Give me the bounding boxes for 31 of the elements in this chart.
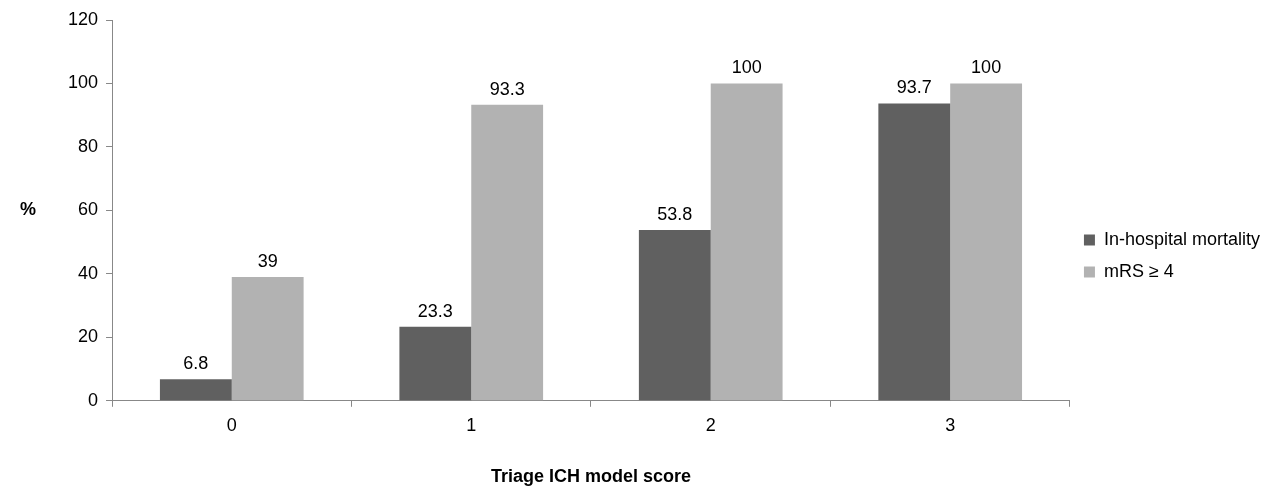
x-tick-label: 2 [705, 414, 716, 435]
y-tick-label: 60 [78, 199, 99, 220]
legend-label: In-hospital mortality [1103, 228, 1260, 249]
x-tick-label: 0 [226, 414, 237, 435]
data-label: 100 [971, 57, 1002, 78]
bar [878, 103, 951, 401]
y-tick-label: 40 [78, 262, 99, 283]
data-label: 100 [731, 57, 762, 78]
y-tick-label: 120 [67, 8, 99, 29]
data-label: 6.8 [183, 353, 209, 374]
y-tick-label: 20 [78, 326, 99, 347]
data-label: 23.3 [417, 300, 453, 321]
y-axis-title: % [19, 199, 37, 220]
y-tick-label: 0 [88, 389, 99, 410]
x-tick-label: 3 [945, 414, 956, 435]
y-tick-label: 80 [78, 135, 99, 156]
data-label: 39 [257, 251, 278, 272]
bar [710, 83, 783, 401]
x-axis-title: Triage ICH model score [490, 466, 692, 487]
bar [399, 326, 472, 401]
bar [950, 83, 1023, 401]
data-label: 93.3 [489, 78, 525, 99]
y-tick-label: 100 [67, 72, 99, 93]
bar [159, 379, 232, 401]
legend-label: mRS ≥ 4 [1103, 260, 1174, 281]
bar [231, 277, 304, 401]
bar [471, 104, 544, 401]
x-tick-label: 1 [466, 414, 477, 435]
data-label: 93.7 [896, 77, 932, 98]
bar [638, 230, 711, 401]
data-label: 53.8 [657, 204, 693, 225]
